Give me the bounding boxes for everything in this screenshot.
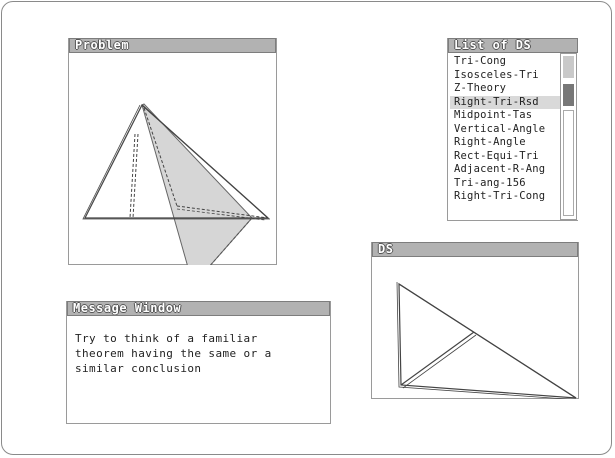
scroll-up-button[interactable] (563, 56, 574, 78)
problem-figure (82, 103, 270, 265)
ds-list-item[interactable]: Right-Angle (454, 136, 526, 148)
ds-window: DS (371, 242, 579, 399)
ds-list-item[interactable]: Rect-Equi-Tri (454, 149, 539, 162)
problem-window-title[interactable]: Problem (69, 38, 276, 53)
list-of-ds-window: List of DS Tri-Cong Isosceles-Tri Z-Theo… (447, 38, 578, 221)
message-window: Message Window Try to think of a familia… (66, 301, 331, 424)
scroll-thumb[interactable] (563, 84, 574, 106)
ds-list-item-selected[interactable]: Right-Tri-Rsd (450, 95, 560, 109)
ds-list-item[interactable]: Right-Tri-Cong (454, 190, 546, 202)
ds-figure (396, 281, 577, 399)
message-window-title[interactable]: Message Window (67, 301, 330, 316)
scroll-track[interactable] (563, 110, 574, 216)
message-text: Try to think of a familiar theorem havin… (75, 332, 272, 375)
ds-list-item[interactable]: Vertical-Angle (454, 122, 546, 135)
list-of-ds-title[interactable]: List of DS (448, 38, 578, 53)
ds-list-item[interactable]: Midpoint-Tas (454, 109, 533, 121)
ds-window-title[interactable]: DS (372, 242, 578, 257)
ds-list-scrollbar[interactable] (560, 53, 577, 220)
ds-list-item[interactable]: Z-Theory (454, 82, 507, 94)
ds-list: Tri-Cong Isosceles-Tri Z-Theory Right-Tr… (450, 55, 560, 204)
ds-list-item[interactable]: Adjacent-R-Ang (454, 163, 546, 175)
ds-list-item[interactable]: Isosceles-Tri (454, 68, 539, 81)
ds-list-item[interactable]: Tri-Cong (454, 55, 507, 67)
problem-window: Problem (68, 38, 277, 265)
ds-list-item[interactable]: Tri-ang-156 (454, 176, 526, 189)
